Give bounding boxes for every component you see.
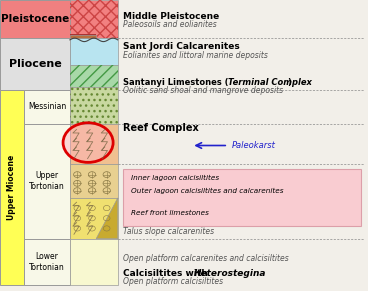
Text: Paleokarst: Paleokarst: [232, 141, 276, 150]
Text: Lower
Tortonian: Lower Tortonian: [29, 252, 65, 272]
Text: Open platform calcarenites and calcisiltites: Open platform calcarenites and calcisilt…: [123, 254, 289, 263]
Polygon shape: [96, 198, 118, 239]
Text: Upper Miocene: Upper Miocene: [7, 155, 17, 220]
Bar: [70, 35, 96, 38]
Text: Calcisiltites with: Calcisiltites with: [123, 269, 211, 278]
Bar: [0, 38, 70, 90]
Text: ): ): [287, 78, 291, 86]
Text: Pleistocene: Pleistocene: [1, 14, 69, 24]
Text: Reef front limestones: Reef front limestones: [131, 210, 209, 216]
Text: Outer lagoon calcisiltites and calcarenites: Outer lagoon calcisiltites and calcareni…: [131, 188, 283, 194]
Bar: [70, 164, 118, 198]
Bar: [70, 65, 118, 87]
Text: Eolianites and littoral marine deposits: Eolianites and littoral marine deposits: [123, 51, 268, 60]
Text: Terminal Complex: Terminal Complex: [228, 78, 312, 86]
Bar: [24, 90, 70, 124]
Text: Messinian: Messinian: [28, 102, 66, 111]
Bar: [70, 124, 118, 164]
Bar: [24, 239, 70, 285]
Text: Upper
Tortonian: Upper Tortonian: [29, 171, 65, 191]
Bar: [70, 87, 118, 124]
Bar: [70, 198, 118, 239]
Bar: [70, 239, 118, 285]
Text: Santanyi Limestones (: Santanyi Limestones (: [123, 78, 229, 86]
Text: Pliocene: Pliocene: [8, 59, 61, 69]
Bar: [70, 0, 118, 38]
Bar: [24, 124, 70, 239]
Text: Talus slope calcarenites: Talus slope calcarenites: [123, 227, 215, 236]
Text: Paleosoils and eolianites: Paleosoils and eolianites: [123, 20, 217, 29]
Text: Open platform calcisiltites: Open platform calcisiltites: [123, 277, 223, 286]
Text: Inner lagoon calcisiltites: Inner lagoon calcisiltites: [131, 175, 219, 180]
Bar: [70, 0, 118, 38]
Text: Sant Jordi Calcarenites: Sant Jordi Calcarenites: [123, 42, 240, 51]
Bar: [70, 38, 118, 65]
Text: Oolitic sand shoal and mangrove deposits: Oolitic sand shoal and mangrove deposits: [123, 86, 283, 95]
Bar: [0, 90, 24, 285]
Text: Middle Pleistocene: Middle Pleistocene: [123, 12, 220, 20]
Text: Heterostegina: Heterostegina: [194, 269, 267, 278]
Bar: [123, 169, 361, 226]
Circle shape: [63, 123, 113, 162]
Text: Reef Complex: Reef Complex: [123, 123, 199, 133]
Bar: [70, 87, 118, 124]
Bar: [70, 34, 96, 38]
Bar: [0, 0, 70, 38]
Bar: [70, 65, 118, 87]
